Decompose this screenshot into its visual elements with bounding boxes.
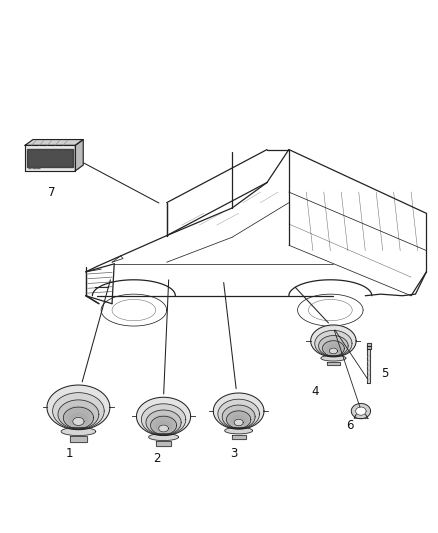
Text: 6: 6 [346,419,354,432]
Polygon shape [322,341,344,356]
Polygon shape [67,409,90,426]
Polygon shape [225,427,253,434]
Polygon shape [73,416,84,425]
Polygon shape [25,140,83,146]
Polygon shape [70,437,87,441]
Polygon shape [156,441,171,446]
Polygon shape [327,345,339,353]
Polygon shape [367,349,370,383]
Polygon shape [318,336,348,357]
Text: 3: 3 [230,447,238,460]
Polygon shape [234,418,244,425]
Polygon shape [232,434,246,439]
Polygon shape [356,407,366,415]
Polygon shape [311,325,356,357]
Polygon shape [64,406,92,426]
Polygon shape [53,393,104,429]
Polygon shape [227,410,250,426]
Polygon shape [226,411,251,428]
Text: 1: 1 [66,447,74,460]
Polygon shape [351,403,371,419]
Polygon shape [367,343,371,349]
Polygon shape [70,413,87,425]
Text: 2: 2 [153,453,161,465]
Polygon shape [218,399,259,429]
Polygon shape [148,434,178,441]
Polygon shape [151,416,177,434]
Polygon shape [64,407,93,429]
Polygon shape [329,348,337,354]
Polygon shape [75,419,81,424]
Polygon shape [323,340,343,354]
Polygon shape [146,410,181,435]
Polygon shape [234,419,243,426]
Polygon shape [75,140,83,171]
Polygon shape [222,405,255,429]
Polygon shape [137,397,191,435]
Polygon shape [331,350,336,353]
Polygon shape [321,356,346,361]
Polygon shape [58,400,99,429]
Text: 5: 5 [381,367,389,381]
Polygon shape [61,427,95,435]
Polygon shape [232,416,246,425]
Polygon shape [159,425,169,432]
Polygon shape [27,149,73,167]
Polygon shape [159,424,169,431]
Polygon shape [141,404,186,435]
Polygon shape [154,418,173,432]
Polygon shape [156,421,171,432]
Polygon shape [152,415,176,433]
Text: 7: 7 [49,185,56,199]
Polygon shape [47,385,110,430]
Polygon shape [325,343,342,354]
Polygon shape [230,413,248,426]
Polygon shape [161,427,166,431]
Polygon shape [315,330,352,357]
Polygon shape [213,393,264,429]
Polygon shape [329,348,338,353]
Text: 4: 4 [311,385,319,398]
Polygon shape [236,421,241,425]
Polygon shape [327,361,340,365]
Polygon shape [73,417,84,425]
Polygon shape [25,146,75,171]
